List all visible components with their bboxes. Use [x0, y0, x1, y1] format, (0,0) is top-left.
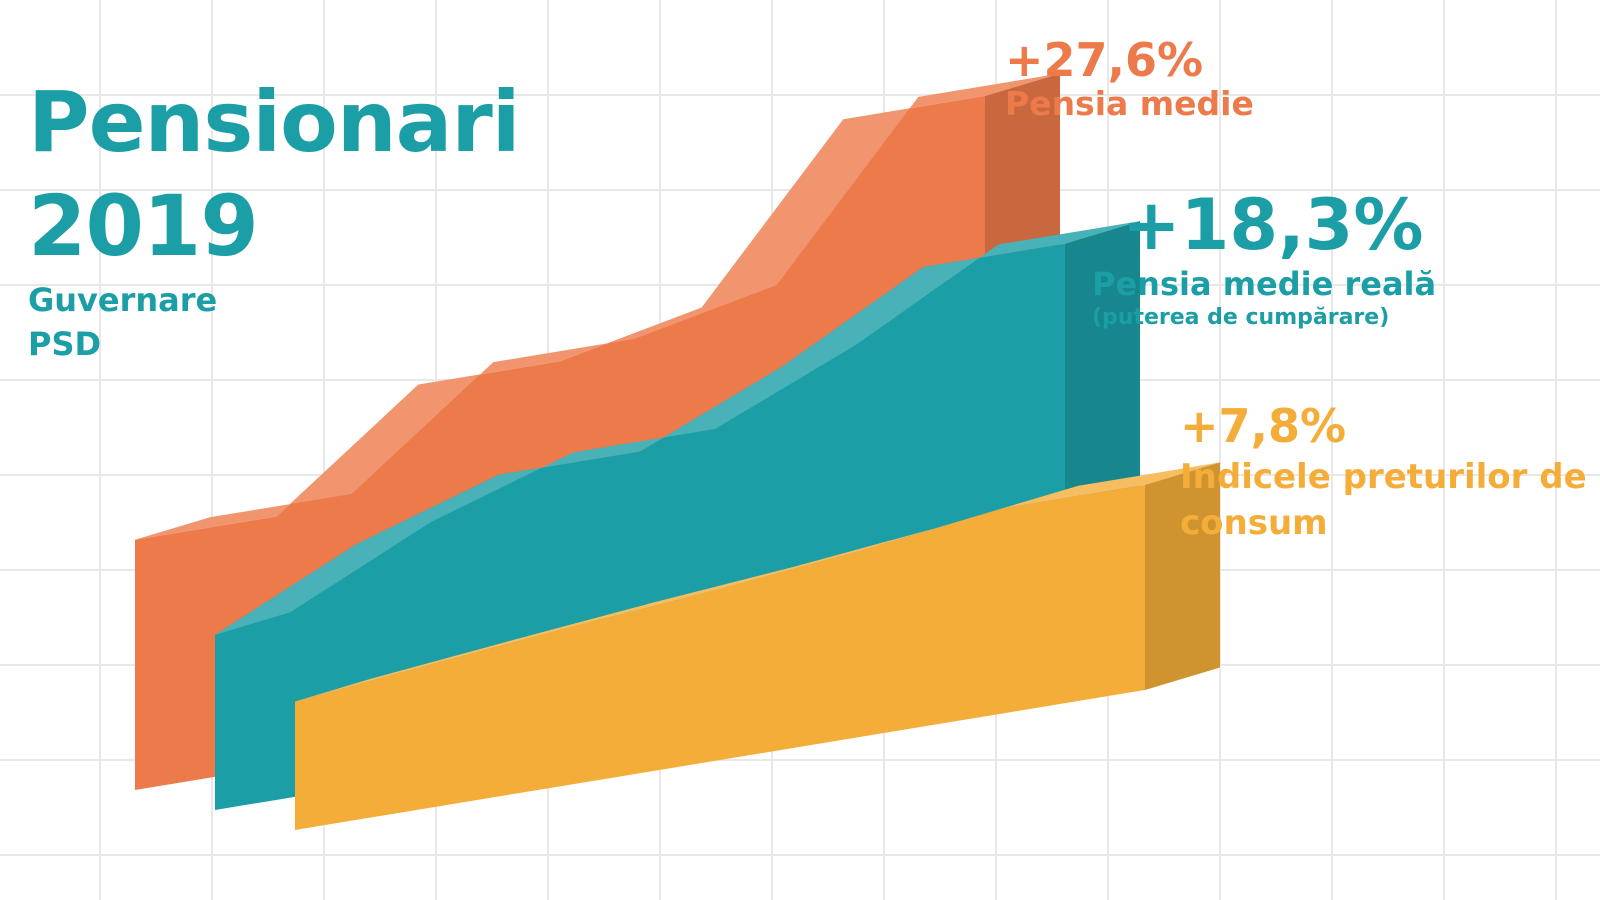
series-value: +18,3%: [1122, 184, 1424, 266]
series-side-face: [1145, 462, 1220, 690]
series-note: (puterea de cumpărare): [1092, 305, 1390, 330]
series-label-pensia-medie: +27,6% Pensia medie: [1005, 34, 1254, 122]
page-title-year: 2019: [28, 177, 259, 275]
series-top-face: [135, 73, 1060, 540]
series-front-face: [295, 484, 1145, 830]
series-top-face: [295, 462, 1220, 702]
series-name: Pensia medie: [1005, 84, 1254, 123]
series-name: Indicele preturilor de consum: [1180, 457, 1587, 543]
page-subtitle-line1: Guvernare: [28, 281, 218, 319]
page-subtitle-line2: PSD: [28, 325, 102, 363]
series-value: +27,6%: [1005, 33, 1204, 87]
title-block: Pensionari 2019 Guvernare PSD: [28, 70, 521, 366]
page-title: Pensionari: [28, 73, 521, 171]
series-value: +7,8%: [1180, 399, 1347, 453]
series-label-indicele-preturilor: +7,8% Indicele preturilor de consum: [1180, 398, 1600, 546]
series-name: Pensia medie reală: [1092, 265, 1437, 303]
series-area-2: [295, 462, 1220, 830]
series-top-face: [215, 221, 1140, 635]
series-label-pensia-medie-reala: +18,3% Pensia medie reală (puterea de cu…: [1092, 185, 1436, 333]
